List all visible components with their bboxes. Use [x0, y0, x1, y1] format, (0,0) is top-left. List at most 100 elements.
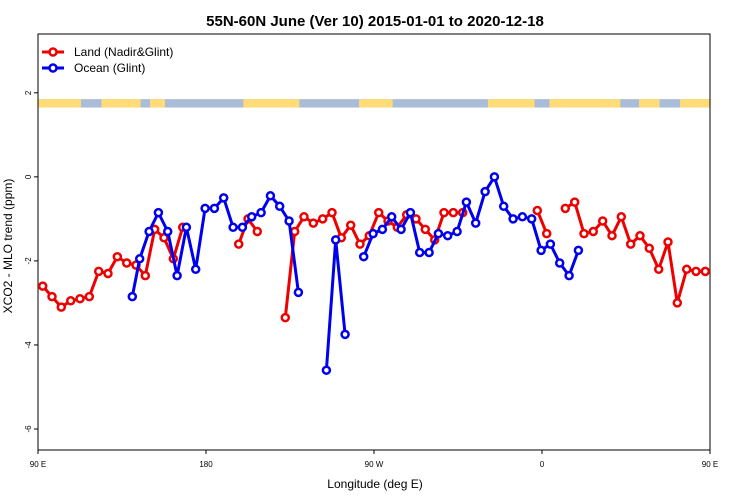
data-point [93, 266, 104, 277]
data-point [700, 266, 711, 277]
data-point [140, 270, 151, 281]
data-point [420, 224, 431, 235]
data-point [644, 243, 655, 254]
legend-marker-ocean [48, 63, 58, 73]
data-point [564, 270, 574, 281]
data-point [498, 201, 509, 212]
data-point [508, 214, 518, 224]
data-point [181, 222, 192, 233]
data-point [280, 312, 291, 323]
data-point [672, 298, 683, 308]
data-point [47, 291, 57, 302]
y-tick-label: 0 [24, 174, 33, 179]
data-point [121, 258, 132, 268]
data-point [293, 287, 304, 298]
data-point [228, 222, 238, 233]
data-point [56, 302, 67, 312]
data-point [299, 212, 309, 222]
data-point [317, 214, 328, 224]
legend-marker-land [48, 47, 58, 57]
x-tick-label: 90 W [365, 460, 384, 469]
data-point [405, 207, 416, 218]
data-point [308, 218, 319, 228]
data-point [573, 245, 584, 256]
band-land [680, 99, 710, 108]
data-point [536, 245, 546, 256]
data-point [377, 224, 388, 235]
land-ocean-band [38, 99, 710, 108]
data-point [274, 201, 285, 212]
data-point [252, 226, 263, 237]
series-line [283, 211, 463, 318]
data-point [84, 291, 95, 302]
data-point [373, 207, 384, 218]
data-point [237, 222, 248, 233]
plot-border [37, 33, 711, 451]
plot-frame [37, 33, 711, 451]
band-land [101, 99, 141, 108]
data-point [560, 203, 571, 214]
data-point [569, 197, 580, 207]
legend-label-ocean: Ocean (Glint) [74, 61, 145, 75]
data-point [75, 293, 85, 304]
data-point [172, 270, 182, 281]
data-point [37, 281, 48, 291]
data-point [153, 207, 164, 218]
legend: Land (Nadir&Glint) Ocean (Glint) [42, 45, 173, 75]
band-land [639, 99, 660, 108]
data-point [345, 220, 356, 230]
data-point [396, 224, 406, 235]
band-land [359, 99, 393, 108]
data-point [414, 247, 425, 258]
x-tick-label: 0 [540, 460, 545, 469]
y-tick-label: -4 [24, 341, 33, 349]
series-line [41, 226, 185, 309]
data-point [340, 329, 350, 340]
data-point [386, 212, 397, 222]
data-point [607, 230, 617, 241]
x-tick-label: 180 [199, 460, 213, 469]
legend-label-land: Land (Nadir&Glint) [74, 45, 173, 59]
x-axis: 90 E 180 90 W 0 90 E [30, 450, 718, 469]
data-point [691, 266, 701, 277]
data-point [635, 230, 645, 241]
data-point [209, 203, 220, 214]
data-point [162, 226, 173, 237]
data-point [532, 205, 543, 216]
series-ocean [127, 172, 584, 375]
x-tick-label: 90 E [702, 460, 718, 469]
data-point [588, 226, 599, 237]
data-point [461, 197, 472, 207]
y-axis: 2 0 -2 -4 -6 [24, 90, 38, 433]
data-point [653, 264, 664, 275]
x-axis-label: Longitude (deg E) [327, 477, 422, 491]
data-point [190, 264, 201, 275]
y-tick-label: -2 [24, 257, 33, 265]
data-point [541, 228, 552, 239]
data-point [424, 247, 434, 258]
data-point [265, 191, 276, 201]
legend-item-ocean: Ocean (Glint) [42, 61, 145, 75]
data-point [233, 239, 244, 249]
data-point [489, 172, 500, 182]
band-land [549, 99, 621, 108]
data-point [65, 296, 76, 306]
data-point [103, 268, 113, 279]
series-layer [37, 172, 711, 375]
data-point [134, 254, 145, 264]
data-point [545, 239, 556, 249]
y-axis-label: XCO2 - MLO trend (ppm) [1, 179, 15, 314]
data-point [470, 218, 481, 228]
data-point [579, 228, 589, 239]
data-point [663, 237, 673, 247]
data-point [246, 212, 257, 222]
data-point [526, 214, 537, 224]
data-point [200, 203, 210, 214]
data-point [144, 226, 154, 237]
data-point [442, 230, 453, 241]
series-line [324, 238, 347, 371]
band-land [487, 99, 535, 108]
data-point [480, 186, 490, 197]
data-point [127, 291, 138, 302]
